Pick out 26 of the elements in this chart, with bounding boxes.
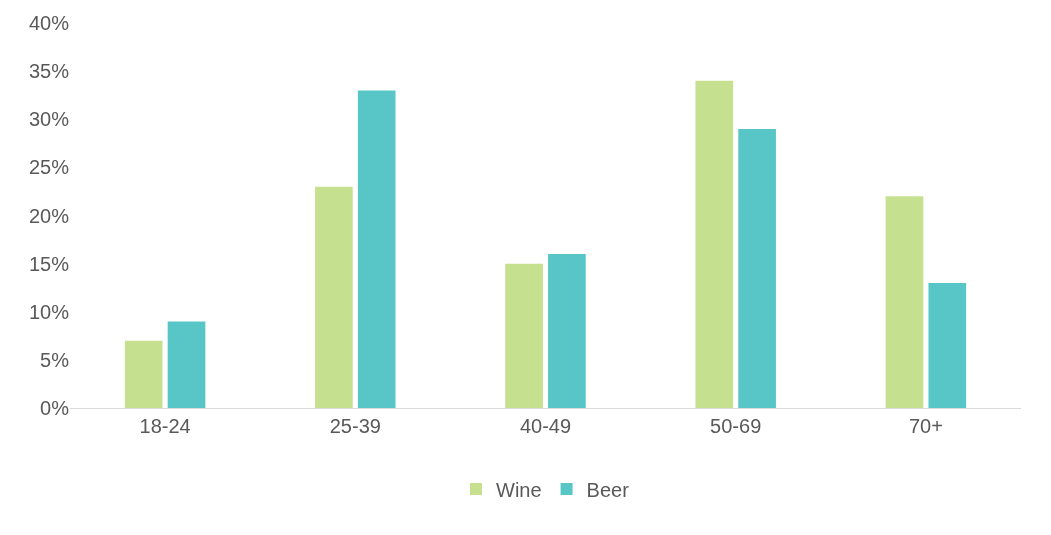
y-tick-label: 0% — [40, 397, 70, 419]
x-tick-label: 50-69 — [710, 415, 762, 437]
y-tick-label: 15% — [28, 252, 70, 275]
bar — [315, 186, 353, 408]
bar — [928, 282, 967, 408]
bar — [357, 90, 396, 408]
bar — [738, 128, 776, 408]
bar — [548, 254, 586, 408]
x-tick-label: 70+ — [908, 415, 943, 437]
x-tick-label: 18-24 — [139, 415, 191, 437]
legend-label: Wine — [496, 478, 542, 501]
x-tick-label: 40-49 — [519, 415, 572, 437]
y-tick-label: 25% — [28, 156, 70, 179]
bar — [695, 80, 734, 408]
y-tick-label: 40% — [28, 12, 70, 34]
x-tick-label: 25-39 — [329, 415, 381, 437]
bar — [167, 321, 206, 408]
bar — [885, 196, 924, 408]
legend-label: Beer — [586, 478, 630, 501]
y-tick-label: 10% — [28, 300, 70, 323]
y-tick-label: 35% — [28, 60, 70, 83]
y-tick-label: 30% — [28, 108, 70, 131]
y-tick-label: 20% — [28, 204, 70, 227]
y-tick-label: 5% — [40, 348, 70, 371]
bar — [124, 340, 163, 408]
bar — [505, 263, 543, 408]
